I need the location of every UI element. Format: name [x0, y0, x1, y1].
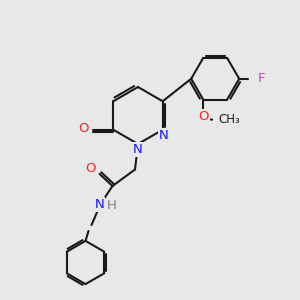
- Text: H: H: [107, 199, 116, 212]
- Text: N: N: [133, 143, 142, 156]
- Text: N: N: [159, 129, 169, 142]
- Text: N: N: [94, 198, 104, 211]
- Text: O: O: [199, 110, 209, 123]
- Text: O: O: [78, 122, 88, 135]
- Text: CH₃: CH₃: [218, 112, 240, 125]
- Text: F: F: [257, 72, 265, 85]
- Text: O: O: [85, 162, 96, 176]
